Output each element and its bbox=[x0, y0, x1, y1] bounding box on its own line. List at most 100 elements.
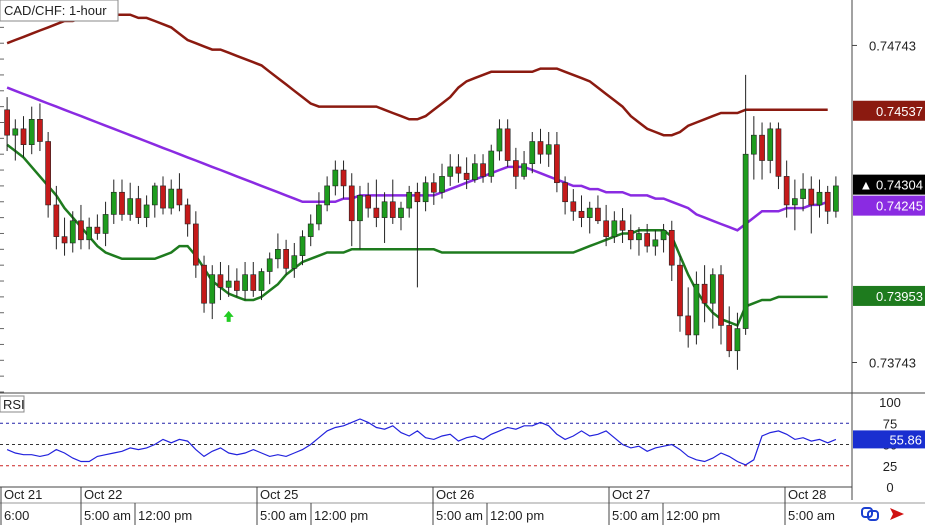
candle-bear bbox=[340, 169, 347, 187]
candle-bull bbox=[332, 169, 339, 187]
candle-bear bbox=[603, 220, 609, 237]
title-box bbox=[0, 0, 119, 22]
candle-bull bbox=[636, 233, 642, 241]
candle-bull bbox=[86, 226, 93, 241]
candle-bull bbox=[357, 195, 363, 222]
candle-bear bbox=[783, 176, 790, 206]
price-badge bbox=[853, 195, 925, 216]
candle-bear bbox=[4, 109, 10, 136]
candle-bull bbox=[28, 119, 35, 145]
candle-bear bbox=[365, 195, 372, 209]
candle-bear bbox=[184, 204, 191, 225]
candle-bull bbox=[168, 188, 175, 209]
candle-bear bbox=[78, 220, 84, 241]
time-label: 12:00 pm bbox=[666, 508, 720, 523]
candle-bear bbox=[217, 274, 224, 288]
link-icon[interactable] bbox=[861, 507, 879, 521]
candle-bull bbox=[69, 220, 76, 244]
time-label: 12:00 pm bbox=[490, 508, 544, 523]
date-label: Oct 21 bbox=[4, 487, 42, 502]
candle-bull bbox=[660, 229, 667, 241]
candle-bear bbox=[348, 185, 355, 222]
candle-bull bbox=[586, 207, 593, 218]
time-label: 5:00 am bbox=[260, 508, 307, 523]
candle-bull bbox=[110, 191, 117, 215]
price-badge-label: 0.74245 bbox=[876, 199, 923, 214]
rsi-tick-label: 25 bbox=[883, 459, 897, 474]
time-label: 5:00 am bbox=[436, 508, 483, 523]
candle-bull bbox=[833, 185, 839, 212]
candle-bear bbox=[45, 141, 51, 206]
candle-bull bbox=[792, 198, 798, 206]
candle-bear bbox=[160, 185, 166, 209]
candle-bear bbox=[430, 182, 437, 193]
candle-bull bbox=[324, 185, 330, 206]
time-label: 12:00 pm bbox=[138, 508, 192, 523]
candle-bear bbox=[389, 201, 396, 218]
candle-bear bbox=[373, 207, 380, 218]
candle-bear bbox=[250, 274, 257, 291]
candle-bear bbox=[808, 188, 815, 206]
candle-bear bbox=[824, 191, 831, 212]
candle-bull bbox=[529, 141, 536, 165]
candle-bear bbox=[234, 280, 240, 291]
candle-bull bbox=[422, 182, 429, 203]
time-label: 6:00 bbox=[4, 508, 29, 523]
axes: 0.74743 0.73743 0.74537 ▲ 0.74304 0.74245 0.7… bbox=[0, 38, 925, 525]
candle-bear bbox=[537, 141, 544, 155]
candle-bull bbox=[611, 220, 618, 237]
price-badge bbox=[853, 174, 925, 195]
candle-bull bbox=[521, 163, 527, 177]
candle-bear bbox=[595, 207, 601, 222]
candle-bear bbox=[726, 325, 733, 352]
candle-bear bbox=[627, 229, 634, 241]
candle-bear bbox=[201, 264, 207, 304]
candle-bull bbox=[709, 274, 716, 304]
rsi-label-box bbox=[0, 395, 25, 413]
rsi-tick-label: 75 bbox=[883, 416, 897, 431]
candle-bear bbox=[504, 128, 511, 161]
candle-bull bbox=[742, 153, 749, 329]
rsi-label: RSI bbox=[3, 397, 25, 412]
candle-bull bbox=[750, 134, 757, 155]
candle-bull bbox=[143, 204, 150, 218]
candle-bear bbox=[20, 128, 27, 145]
candle-bull bbox=[545, 144, 552, 155]
price-badge-label: ▲ 0.74304 bbox=[860, 178, 923, 193]
candle-bull bbox=[242, 274, 248, 291]
time-label: 5:00 am bbox=[788, 508, 835, 523]
rsi-current-label: 55.86 bbox=[889, 432, 922, 447]
time-label: 5:00 am bbox=[612, 508, 659, 523]
candle-bear bbox=[176, 188, 183, 206]
candle-bear bbox=[554, 144, 560, 184]
candle-bull bbox=[398, 207, 404, 218]
candle-bull bbox=[258, 271, 265, 291]
candle-bull bbox=[488, 150, 495, 177]
candle-bear bbox=[463, 172, 470, 180]
price-badge-label: 0.74537 bbox=[876, 104, 923, 119]
candle-bear bbox=[94, 226, 101, 234]
candle-bear bbox=[562, 182, 568, 203]
candle-bear bbox=[61, 236, 68, 244]
arrow-icon[interactable] bbox=[890, 508, 904, 520]
rsi-tick-label: 0 bbox=[886, 480, 893, 495]
candle-bull bbox=[307, 223, 314, 237]
date-label: Oct 27 bbox=[612, 487, 650, 502]
price-badge bbox=[853, 285, 925, 306]
candle-bull bbox=[316, 204, 322, 225]
candle-bear bbox=[644, 233, 651, 247]
rsi-pane bbox=[0, 418, 852, 467]
candle-bear bbox=[513, 160, 519, 177]
candle-bear bbox=[685, 315, 692, 336]
candle-bear bbox=[578, 210, 585, 218]
candle-bull bbox=[471, 163, 478, 180]
date-label: Oct 22 bbox=[84, 487, 122, 502]
candle-bull bbox=[299, 236, 306, 256]
candle-bear bbox=[455, 166, 462, 174]
candle-bull bbox=[291, 255, 298, 269]
rsi-current-badge bbox=[853, 430, 925, 449]
time-label: 12:00 pm bbox=[314, 508, 368, 523]
price-tick-label: 0.74743 bbox=[869, 38, 916, 53]
